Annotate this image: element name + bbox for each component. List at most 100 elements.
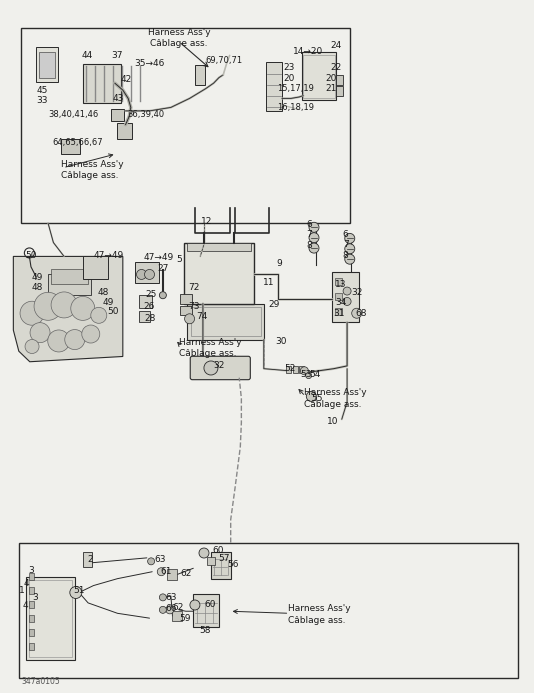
Text: 32: 32 — [351, 288, 363, 297]
Text: 52: 52 — [285, 365, 296, 373]
Text: 62: 62 — [180, 570, 192, 578]
Text: 68: 68 — [355, 309, 367, 317]
Text: 55: 55 — [311, 394, 323, 403]
Circle shape — [309, 243, 319, 253]
Text: 30: 30 — [275, 337, 287, 346]
Circle shape — [70, 586, 82, 599]
Text: 21: 21 — [326, 85, 337, 93]
Bar — [117, 123, 132, 139]
Text: 4: 4 — [23, 602, 29, 610]
Text: 3: 3 — [28, 566, 34, 574]
Bar — [335, 279, 342, 286]
Bar — [29, 629, 34, 635]
Bar — [29, 588, 34, 594]
Text: 61: 61 — [160, 568, 172, 576]
Text: 347a0105: 347a0105 — [21, 677, 60, 686]
Bar — [332, 272, 359, 322]
Circle shape — [159, 606, 167, 613]
Text: 2: 2 — [87, 555, 93, 563]
Text: 33: 33 — [36, 96, 48, 105]
Text: 47→49: 47→49 — [93, 251, 124, 259]
Text: 50: 50 — [107, 308, 119, 316]
Bar — [193, 594, 219, 627]
Circle shape — [158, 568, 165, 576]
Text: 64,65,66,67: 64,65,66,67 — [52, 138, 103, 146]
Text: 9: 9 — [277, 259, 282, 267]
Bar — [84, 258, 107, 277]
Circle shape — [51, 292, 77, 318]
Text: 1: 1 — [19, 586, 25, 595]
Text: 16,18,19: 16,18,19 — [277, 103, 313, 112]
Text: Harness Ass'y
Câblage ass.: Harness Ass'y Câblage ass. — [147, 28, 210, 49]
Circle shape — [301, 367, 308, 375]
Circle shape — [30, 323, 50, 342]
Text: 8: 8 — [306, 241, 312, 249]
Circle shape — [25, 340, 39, 353]
Text: Harness Ass'y
Câblage ass.: Harness Ass'y Câblage ass. — [61, 159, 124, 180]
Bar — [187, 243, 250, 251]
Circle shape — [48, 330, 70, 352]
Bar — [19, 543, 518, 678]
Text: 36,39,40: 36,39,40 — [127, 110, 164, 119]
Bar — [266, 62, 282, 111]
Bar — [299, 366, 304, 373]
Text: 35→46: 35→46 — [135, 60, 165, 68]
Circle shape — [185, 314, 194, 324]
Text: 20: 20 — [283, 74, 294, 82]
Bar — [26, 577, 75, 660]
Text: 15,17,19: 15,17,19 — [277, 85, 313, 93]
Text: 53: 53 — [301, 370, 312, 378]
Bar — [139, 295, 152, 308]
Bar — [51, 269, 88, 284]
Text: 38,40,41,46: 38,40,41,46 — [48, 110, 98, 119]
Text: Harness Ass'y
Câblage ass.: Harness Ass'y Câblage ass. — [288, 604, 351, 625]
Text: 29: 29 — [269, 301, 280, 309]
Text: 49: 49 — [32, 273, 43, 281]
Text: Harness Ass'y
Câblage ass.: Harness Ass'y Câblage ass. — [179, 337, 241, 358]
Circle shape — [345, 254, 355, 264]
Bar — [21, 28, 350, 223]
Bar — [136, 264, 156, 281]
Bar — [211, 552, 231, 579]
Polygon shape — [13, 256, 123, 362]
Text: 20: 20 — [326, 74, 337, 82]
Text: 54: 54 — [310, 370, 321, 378]
Bar — [61, 139, 80, 154]
Text: Harness Ass'y
Câblage ass.: Harness Ass'y Câblage ass. — [304, 388, 367, 409]
Bar — [172, 611, 182, 621]
Text: 6: 6 — [343, 230, 349, 238]
Text: 57: 57 — [218, 554, 230, 563]
Circle shape — [352, 308, 362, 318]
Circle shape — [204, 361, 218, 375]
Bar — [184, 243, 254, 304]
Bar — [195, 65, 205, 85]
Bar — [167, 569, 177, 580]
Text: 22: 22 — [330, 64, 341, 72]
Bar — [111, 109, 124, 121]
Circle shape — [166, 606, 174, 614]
Text: 72: 72 — [188, 283, 199, 292]
Circle shape — [343, 297, 351, 306]
Text: 74: 74 — [196, 313, 207, 321]
Circle shape — [65, 330, 85, 349]
Bar — [195, 598, 216, 624]
Text: 47→49: 47→49 — [143, 254, 174, 262]
Bar — [336, 86, 343, 96]
Text: 4: 4 — [24, 579, 30, 588]
Text: 60: 60 — [213, 547, 224, 555]
Text: 5: 5 — [176, 256, 182, 264]
Text: 60: 60 — [205, 601, 216, 609]
Text: 32: 32 — [214, 362, 225, 370]
Text: 45: 45 — [36, 86, 48, 94]
Text: 69,70,71: 69,70,71 — [206, 57, 243, 65]
Bar — [191, 307, 261, 336]
Bar — [207, 557, 215, 565]
Bar — [83, 64, 121, 103]
Bar — [39, 52, 55, 78]
Text: 11: 11 — [263, 278, 275, 286]
Text: 34: 34 — [335, 299, 347, 307]
Bar — [29, 579, 72, 657]
Circle shape — [345, 234, 355, 243]
Bar — [48, 274, 91, 295]
Text: 10: 10 — [327, 417, 339, 426]
